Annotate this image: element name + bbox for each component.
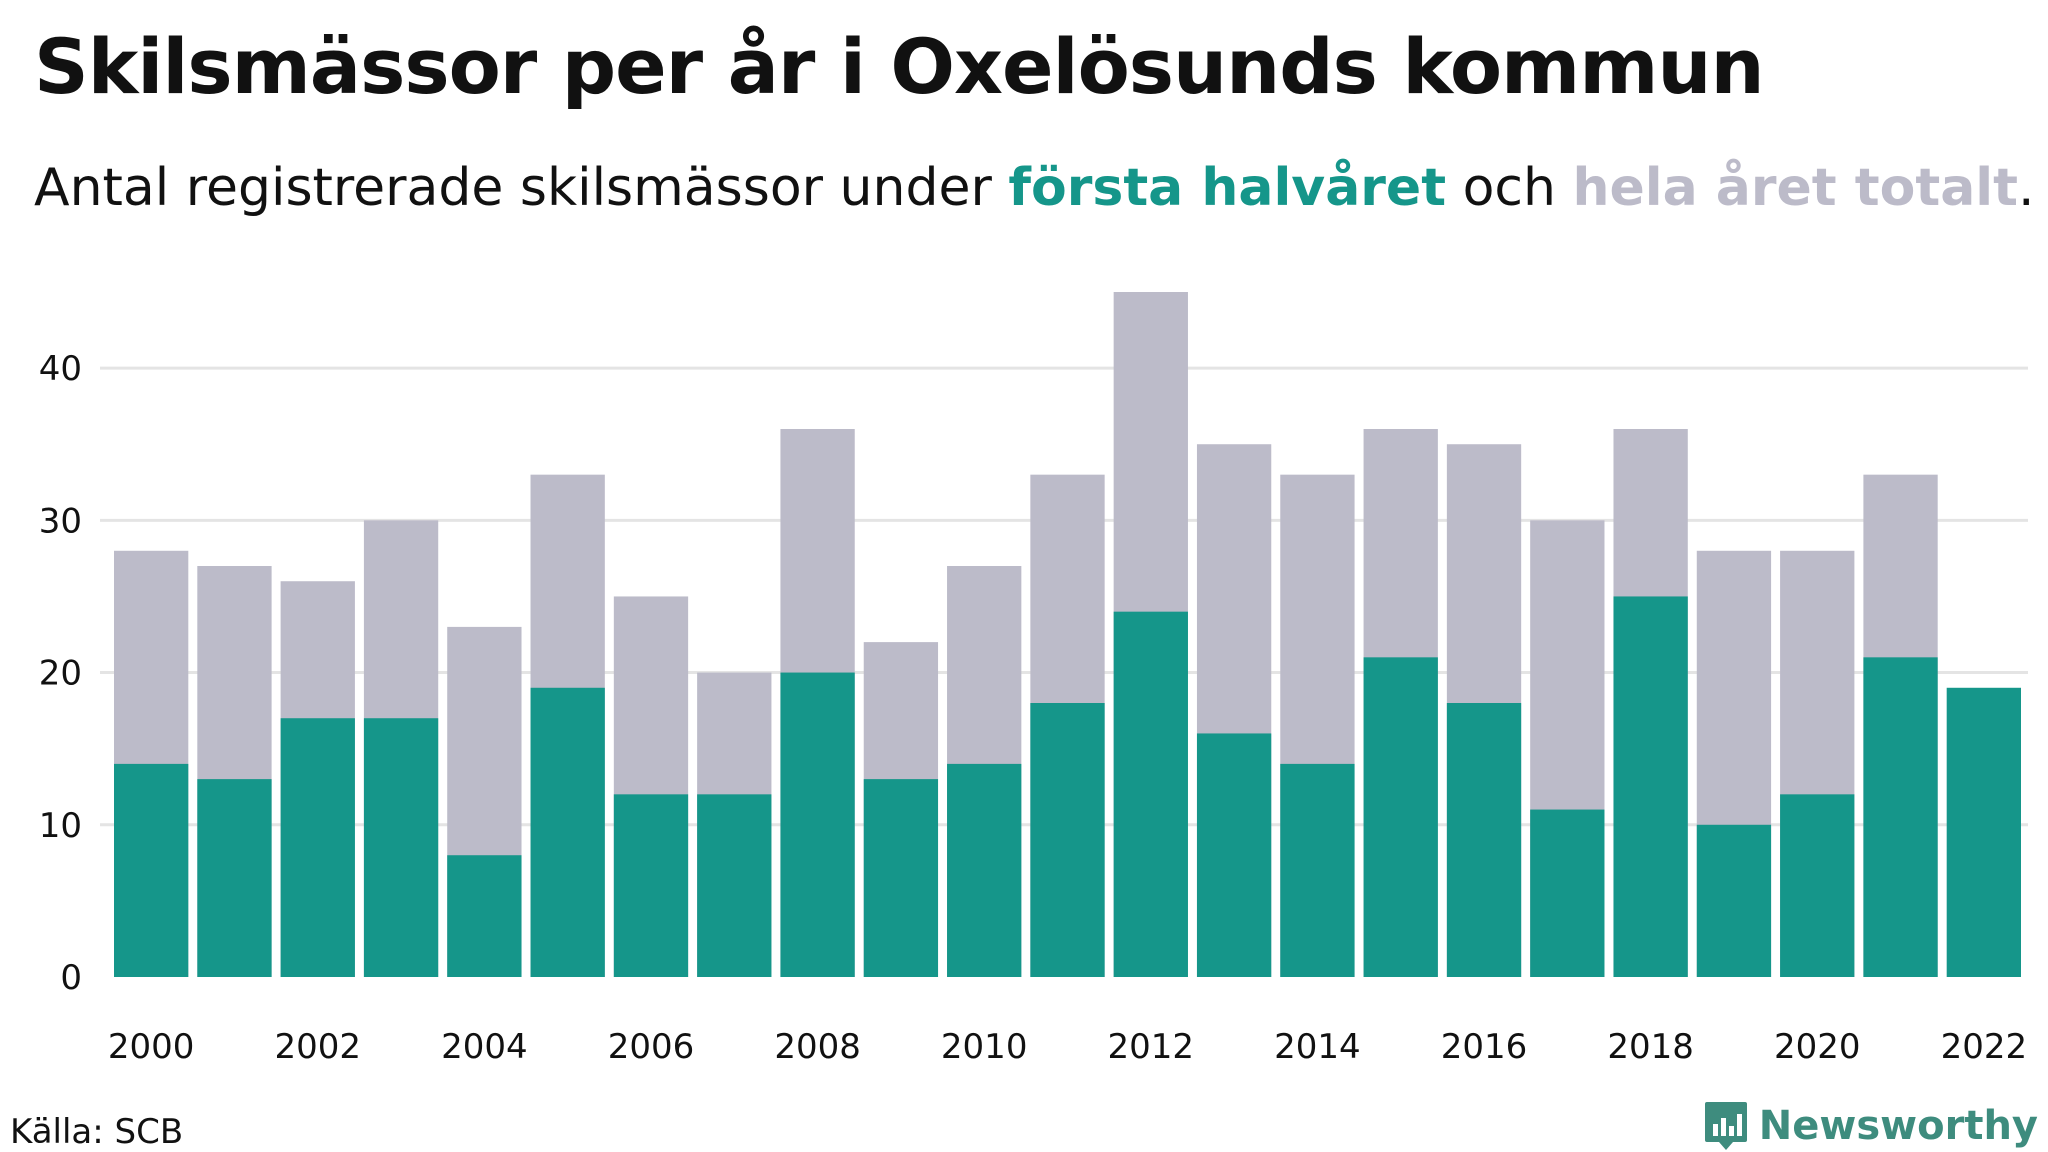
y-axis-ticks: 0 10 20 30 40 bbox=[39, 349, 82, 998]
bar-first-half-2014 bbox=[1280, 763, 1355, 977]
chart-title: Skilsmässor per år i Oxelösunds kommun bbox=[34, 22, 1765, 111]
bar-first-half-2018 bbox=[1613, 596, 1688, 977]
source-label: Källa: SCB bbox=[10, 1112, 184, 1152]
y-tick-label: 10 bbox=[39, 806, 82, 846]
y-tick-label: 20 bbox=[39, 654, 82, 694]
bar-first-half-2015 bbox=[1363, 657, 1438, 977]
y-tick-label: 30 bbox=[39, 501, 82, 541]
x-tick-label: 2018 bbox=[1607, 1027, 1694, 1067]
bars bbox=[114, 292, 2021, 977]
brand-name: Newsworthy bbox=[1758, 1103, 2038, 1149]
y-tick-label: 0 bbox=[60, 958, 82, 998]
bar-first-half-2007 bbox=[697, 794, 772, 977]
bar-first-half-2006 bbox=[613, 794, 689, 977]
chart-subtitle: Antal registrerade skilsmässor under för… bbox=[34, 158, 2035, 218]
bar-first-half-2020 bbox=[1780, 794, 1855, 977]
brand: Newsworthy bbox=[1703, 1100, 2038, 1152]
x-tick-label: 2020 bbox=[1774, 1027, 1861, 1067]
bar-first-half-2012 bbox=[1113, 611, 1188, 977]
bar-first-half-2021 bbox=[1863, 657, 1938, 977]
bar-first-half-2011 bbox=[1030, 703, 1105, 977]
bar-first-half-2016 bbox=[1446, 703, 1522, 977]
x-tick-label: 2010 bbox=[941, 1027, 1028, 1067]
x-tick-label: 2022 bbox=[1941, 1027, 2028, 1067]
x-tick-label: 2008 bbox=[774, 1027, 861, 1067]
bar-first-half-2009 bbox=[863, 779, 939, 977]
bar-first-half-2019 bbox=[1696, 824, 1772, 977]
subtitle-first-half-highlight: första halvåret bbox=[1008, 158, 1447, 218]
x-tick-label: 2014 bbox=[1274, 1027, 1361, 1067]
bar-first-half-2003 bbox=[363, 718, 439, 977]
bar-first-half-2022 bbox=[1946, 687, 2021, 977]
bar-first-half-2005 bbox=[530, 687, 605, 977]
x-tick-label: 2016 bbox=[1441, 1027, 1528, 1067]
bar-first-half-2004 bbox=[447, 855, 522, 977]
x-tick-label: 2002 bbox=[274, 1027, 361, 1067]
bar-first-half-2002 bbox=[280, 718, 355, 977]
bar-first-half-2010 bbox=[947, 763, 1022, 977]
x-tick-label: 2004 bbox=[441, 1027, 528, 1067]
x-tick-label: 2012 bbox=[1108, 1027, 1195, 1067]
subtitle-middle: och bbox=[1446, 158, 1573, 218]
y-tick-label: 40 bbox=[39, 349, 82, 389]
subtitle-suffix: . bbox=[2017, 158, 2035, 218]
x-axis-ticks: 2000 2002 2004 2006 2008 2010 2012 2014 2016 2018… bbox=[108, 1027, 2027, 1067]
x-tick-label: 2000 bbox=[108, 1027, 195, 1067]
subtitle-prefix: Antal registrerade skilsmässor under bbox=[34, 158, 1009, 218]
x-tick-label: 2006 bbox=[608, 1027, 695, 1067]
bar-first-half-2001 bbox=[197, 779, 272, 977]
bar-first-half-2000 bbox=[114, 763, 189, 977]
subtitle-full-year-highlight: hela året totalt bbox=[1572, 158, 2018, 218]
newsworthy-logo-icon bbox=[1704, 1102, 1747, 1150]
bar-first-half-2017 bbox=[1530, 809, 1605, 977]
bar-first-half-2013 bbox=[1196, 733, 1272, 977]
bar-first-half-2008 bbox=[780, 672, 855, 977]
